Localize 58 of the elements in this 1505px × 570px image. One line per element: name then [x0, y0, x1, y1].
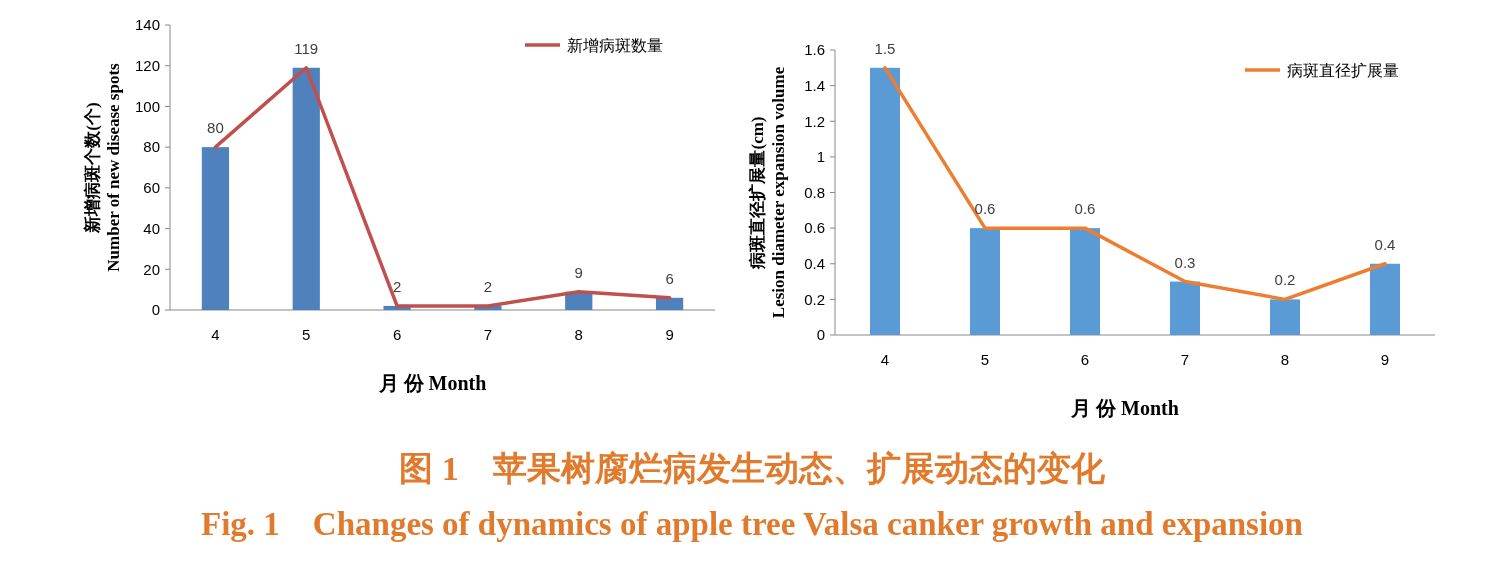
bar: [870, 67, 900, 335]
y-axis-title: 病斑直径扩展量(cm) Lesion diameter expansion volume: [748, 66, 788, 319]
data-label: 9: [574, 263, 583, 281]
y-tick-label: 0.4: [804, 255, 825, 272]
data-label: 6: [665, 269, 674, 287]
y-tick-label: 0.8: [804, 183, 825, 201]
data-label: 1.5: [874, 39, 896, 57]
y-tick-label: 140: [134, 16, 160, 34]
bar: [655, 297, 684, 310]
y-tick-label: 60: [143, 179, 160, 197]
y-tick-label: 0.2: [804, 290, 825, 308]
x-tick-label: 8: [1280, 351, 1290, 368]
bar: [1370, 263, 1400, 335]
legend-label: 新增病斑数量: [567, 35, 663, 55]
data-label: 0.6: [1074, 200, 1096, 218]
y-tick-label: 0: [816, 326, 825, 344]
y-axis-title: 新增病斑个数(个) Number of new disease spots: [83, 62, 123, 272]
y-tick-label: 80: [143, 138, 160, 156]
x-tick-label: 9: [665, 326, 674, 343]
x-tick-label: 7: [1180, 351, 1190, 368]
bar: [1270, 299, 1300, 335]
x-tick-label: 6: [392, 326, 402, 343]
data-label: 80: [207, 119, 224, 137]
y-tick-label: 120: [134, 56, 160, 74]
data-label: 0.2: [1274, 271, 1296, 289]
y-tick-label: 0: [151, 301, 160, 319]
x-axis-title: 月 份 Month: [1070, 397, 1179, 419]
data-label: 0.3: [1174, 253, 1196, 271]
bar: [201, 147, 230, 310]
x-tick-label: 5: [302, 326, 311, 343]
data-label: 119: [294, 39, 319, 57]
x-tick-label: 4: [880, 351, 890, 368]
y-tick-label: 100: [134, 97, 160, 115]
x-tick-label: 4: [211, 326, 220, 343]
data-label: 2: [392, 277, 402, 295]
bar: [1070, 228, 1100, 335]
bar: [1170, 281, 1200, 335]
x-tick-label: 5: [980, 351, 990, 368]
y-tick-label: 1.6: [804, 41, 825, 59]
y-tick-label: 1.2: [804, 112, 825, 130]
y-tick-label: 20: [143, 260, 160, 278]
x-tick-label: 7: [483, 326, 493, 343]
y-tick-label: 1.4: [804, 76, 825, 94]
data-label: 0.4: [1374, 235, 1396, 253]
legend-label: 病斑直径扩展量: [1287, 60, 1399, 80]
data-label: 2: [483, 277, 493, 295]
y-tick-label: 40: [143, 219, 160, 237]
y-tick-label: 1: [816, 148, 825, 166]
x-tick-label: 9: [1380, 351, 1390, 368]
bar: [292, 67, 320, 310]
x-tick-label: 8: [574, 326, 583, 343]
bar: [970, 228, 1000, 335]
caption: 图 1 苹果树腐烂病发生动态、扩展动态的变化: [399, 450, 1106, 487]
caption: Fig. 1 Changes of dynamics of apple tree Valsa canker growth and expansion: [201, 506, 1303, 542]
x-tick-label: 6: [1080, 351, 1090, 368]
data-label: 0.6: [974, 200, 996, 218]
x-axis-title: 月 份 Month: [377, 372, 487, 394]
y-tick-label: 0.6: [804, 219, 825, 237]
